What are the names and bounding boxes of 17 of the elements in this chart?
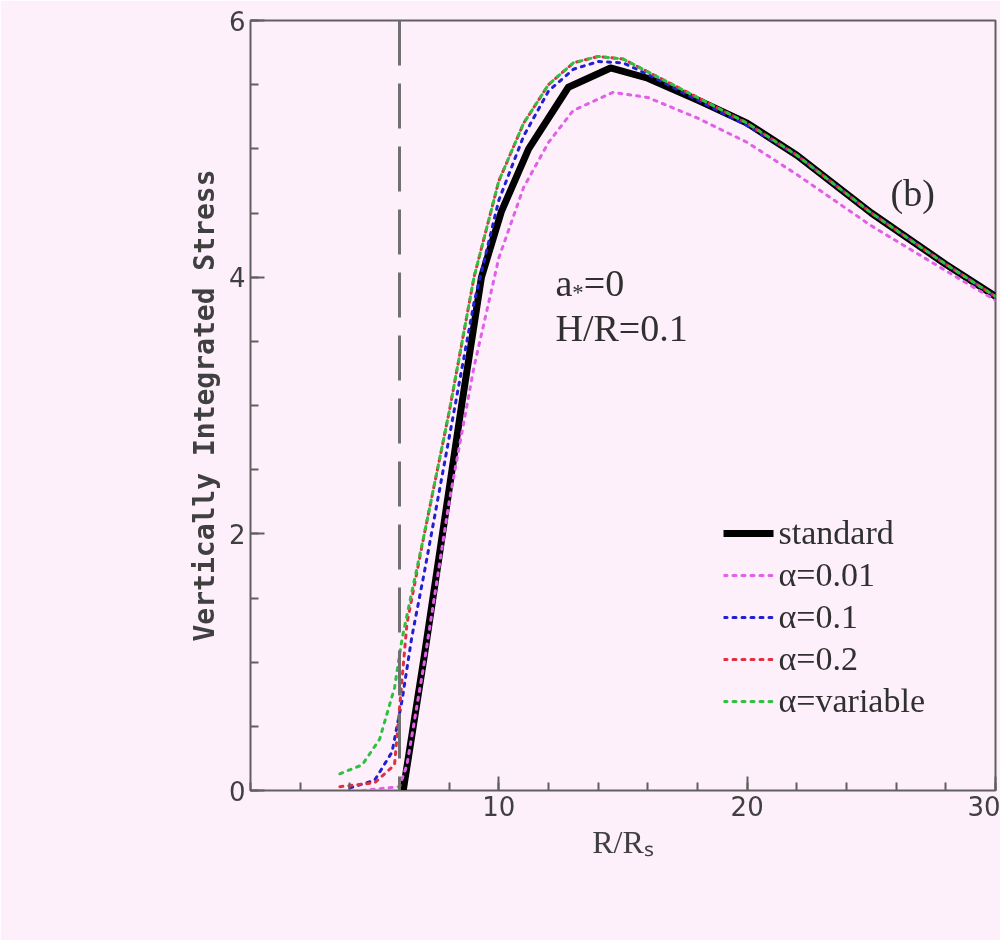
y-tick-label: 0 xyxy=(228,776,246,807)
legend-label: α=variable xyxy=(778,682,925,720)
y-tick-label: 6 xyxy=(228,6,246,37)
annotation: (b) xyxy=(890,171,935,215)
x-tick-label: 30 xyxy=(967,791,1001,822)
x-tick-label: 20 xyxy=(730,791,764,822)
legend-label: α=0.2 xyxy=(778,640,859,678)
y-tick-label: 2 xyxy=(228,519,246,550)
x-tick-label: 10 xyxy=(482,791,516,822)
y-tick-label: 4 xyxy=(228,263,246,294)
legend-label: standard xyxy=(778,514,894,552)
x-axis-title: R/Rₛ xyxy=(592,823,654,860)
y-axis-title: Vertically Integrated Stress xyxy=(187,169,221,642)
annotation: a*=0 xyxy=(555,261,625,305)
legend-label: α=0.1 xyxy=(778,598,859,636)
legend-label: α=0.01 xyxy=(778,556,876,594)
annotation: H/R=0.1 xyxy=(555,306,688,349)
